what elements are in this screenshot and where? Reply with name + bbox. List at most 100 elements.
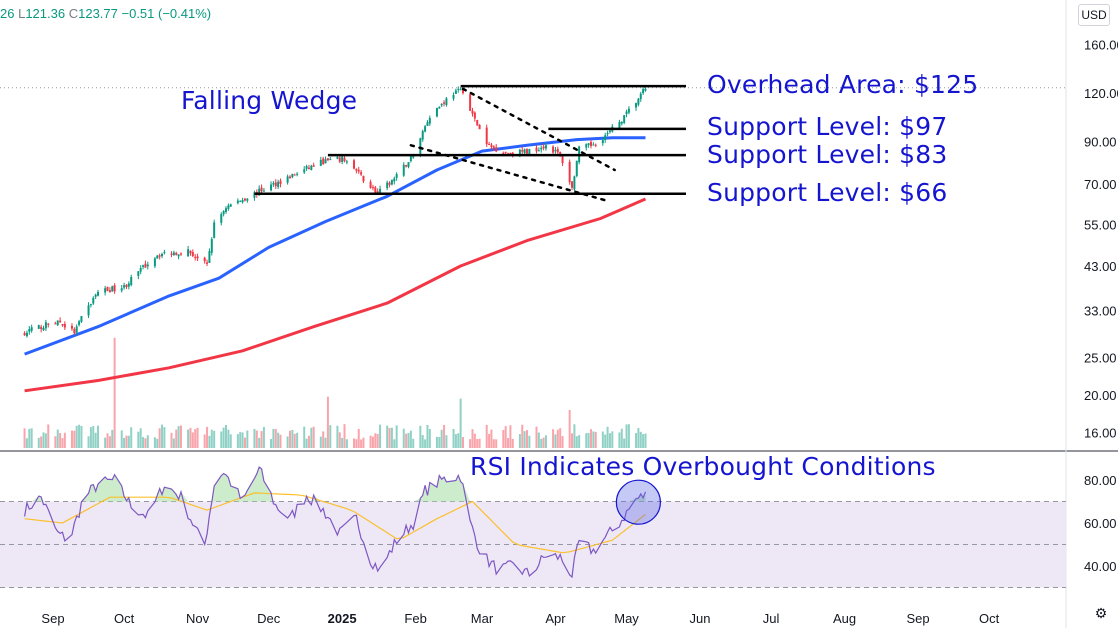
- candle-body: [153, 258, 156, 267]
- candle-body: [625, 111, 628, 115]
- change-value: −0.51 (−0.41%): [121, 6, 212, 21]
- candle-body: [225, 208, 228, 212]
- candle-body: [639, 93, 642, 100]
- candle-body: [246, 198, 249, 201]
- candle-body: [424, 126, 427, 132]
- candle-body: [523, 149, 526, 154]
- volume-bar: [106, 433, 109, 448]
- volume-bar: [272, 428, 275, 448]
- candle-body: [419, 138, 422, 154]
- price-tick-label-9: 16.00: [1084, 426, 1117, 441]
- volume-bar: [611, 431, 614, 448]
- time-tick-label-11: Aug: [833, 611, 856, 626]
- candle-body: [559, 152, 562, 154]
- volume-bar: [310, 427, 313, 448]
- volume-bar: [556, 429, 559, 448]
- candle-body: [393, 178, 396, 182]
- volume-bar: [94, 432, 97, 448]
- volume-bar: [139, 428, 142, 448]
- volume-bar: [177, 426, 180, 448]
- rsi-line: [24, 466, 647, 579]
- volume-bar: [123, 437, 126, 448]
- volume-bar: [220, 431, 223, 448]
- candle-body: [44, 322, 47, 329]
- volume-bar: [196, 427, 199, 448]
- wedge-line-1: [409, 144, 612, 203]
- candle-body: [571, 181, 574, 188]
- candle-body: [454, 90, 457, 94]
- volume-bar: [227, 429, 230, 448]
- candle-body: [405, 165, 408, 167]
- price-tick-label-3: 70.00: [1084, 177, 1117, 192]
- candle-body: [345, 161, 348, 163]
- candle-body: [585, 144, 588, 148]
- candle-body: [478, 124, 481, 130]
- volume-bar: [452, 429, 455, 448]
- volume-bar: [156, 438, 159, 448]
- candle-body: [279, 180, 282, 184]
- candle-body: [589, 141, 592, 147]
- volume-bar: [189, 427, 192, 448]
- rsi-annotation: RSI Indicates Overbought Conditions: [470, 452, 936, 481]
- candle-body: [291, 173, 294, 178]
- volume-bar: [326, 396, 329, 448]
- volume-bar: [376, 433, 379, 448]
- candle-body: [492, 146, 495, 148]
- volume-bar: [473, 433, 476, 448]
- volume-bar: [63, 432, 66, 448]
- candle-body: [137, 271, 140, 276]
- candle-body: [274, 182, 277, 187]
- volume-bar: [575, 436, 578, 448]
- volume-bar: [371, 436, 374, 448]
- price-tick-label-0: 160.00: [1084, 38, 1118, 53]
- candle-body: [286, 176, 289, 183]
- candle-body: [172, 252, 175, 256]
- candle-body: [362, 175, 365, 182]
- volume-bar: [362, 437, 365, 448]
- currency-button[interactable]: USD: [1078, 4, 1110, 26]
- time-tick-label-7: Apr: [545, 611, 566, 626]
- candle-body: [236, 200, 239, 204]
- volume-bar: [469, 439, 472, 448]
- volume-bar: [37, 437, 40, 448]
- volume-bar: [528, 435, 531, 448]
- volume-bar: [592, 431, 595, 448]
- volume-bar: [42, 432, 45, 448]
- candle-body: [587, 143, 590, 145]
- candle-body: [94, 294, 97, 297]
- volume-bar: [360, 439, 363, 448]
- volume-bar: [127, 435, 130, 448]
- gear-icon[interactable]: ⚙: [1094, 605, 1108, 621]
- candle-body: [25, 332, 28, 337]
- candle-body: [307, 167, 310, 170]
- time-tick-label-2: Nov: [186, 611, 210, 626]
- volume-bar: [374, 433, 377, 448]
- candle-body: [23, 333, 26, 336]
- candle-body: [125, 284, 128, 288]
- volume-bar: [492, 439, 495, 448]
- candle-body: [179, 253, 182, 255]
- time-tick-label-6: Mar: [471, 611, 494, 626]
- candle-body: [490, 144, 493, 148]
- volume-bar: [535, 426, 538, 448]
- volume-bar: [291, 429, 294, 448]
- price-tick-label-7: 25.00: [1084, 350, 1117, 365]
- candle-body: [601, 140, 604, 144]
- volume-bar: [642, 434, 645, 448]
- candle-body: [144, 263, 147, 268]
- volume-bar: [253, 428, 256, 448]
- volume-bar: [561, 436, 564, 448]
- volume-bar: [158, 428, 161, 448]
- volume-bar: [509, 425, 512, 448]
- volume-bar: [203, 434, 206, 448]
- candle-body: [277, 181, 280, 188]
- candle-body: [473, 112, 476, 119]
- volume-bar: [409, 430, 412, 448]
- candle-body: [329, 159, 332, 161]
- time-tick-label-13: Oct: [979, 611, 1000, 626]
- volume-bar: [639, 431, 642, 448]
- candle-body: [407, 162, 410, 167]
- candle-body: [127, 283, 130, 287]
- candle-body: [618, 122, 621, 129]
- candle-body: [319, 159, 322, 166]
